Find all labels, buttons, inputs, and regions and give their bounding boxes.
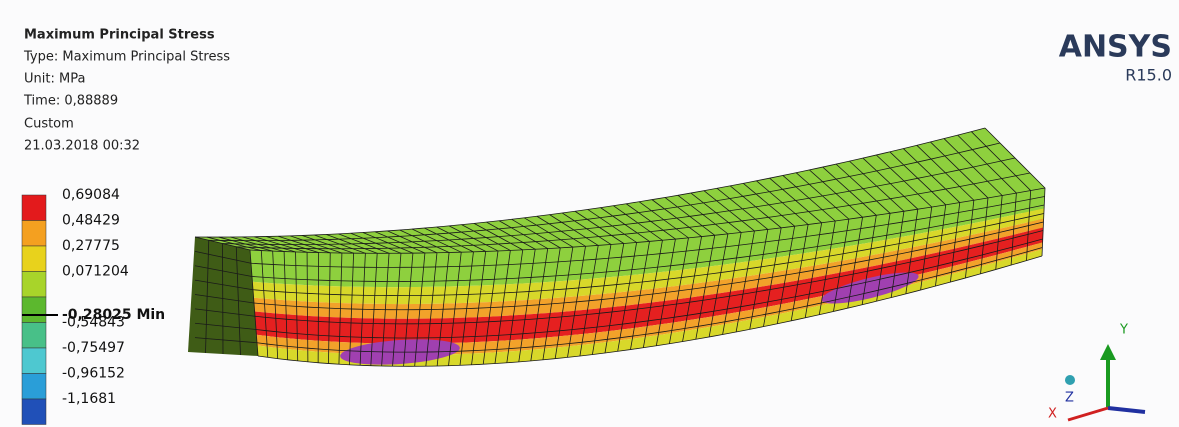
legend-label: -0,96152 (62, 366, 125, 382)
legend-swatch (22, 246, 46, 272)
triad-sphere (1065, 375, 1075, 385)
legend-swatch (22, 399, 46, 425)
legend-label: 0,69084 (62, 187, 120, 203)
result-title: Maximum Principal Stress (24, 28, 215, 43)
legend-swatch (22, 323, 46, 349)
legend-swatch (22, 348, 46, 374)
triad-z-label: Z (1065, 391, 1074, 406)
result-type: Type: Maximum Principal Stress (23, 50, 230, 65)
legend-label: 0,27775 (62, 238, 120, 254)
legend-swatch (22, 272, 46, 298)
legend-label: 0,071204 (62, 264, 129, 280)
result-mode: Custom (24, 117, 74, 132)
viewport: Maximum Principal Stress Type: Maximum P… (0, 0, 1179, 427)
page: Maximum Principal Stress Type: Maximum P… (0, 0, 1179, 427)
result-time: Time: 0,88889 (23, 94, 118, 109)
triad-y-label: Y (1119, 323, 1128, 338)
legend-swatch (22, 221, 46, 247)
logo-version: R15.0 (1125, 66, 1172, 85)
result-timestamp: 21.03.2018 00:32 (24, 139, 140, 154)
mesh-line (223, 244, 224, 355)
legend-swatch (22, 297, 46, 323)
legend-label: -1,1681 (62, 391, 116, 407)
legend-label: -0,54843 (62, 315, 125, 331)
legend-label: -0,75497 (62, 340, 125, 356)
legend-label: 0,48429 (62, 213, 120, 229)
legend-swatch (22, 374, 46, 400)
triad-x-label: X (1048, 407, 1057, 422)
logo-name: ANSYS (1059, 30, 1172, 65)
result-unit: Unit: MPa (24, 72, 85, 87)
legend-swatch (22, 195, 46, 221)
